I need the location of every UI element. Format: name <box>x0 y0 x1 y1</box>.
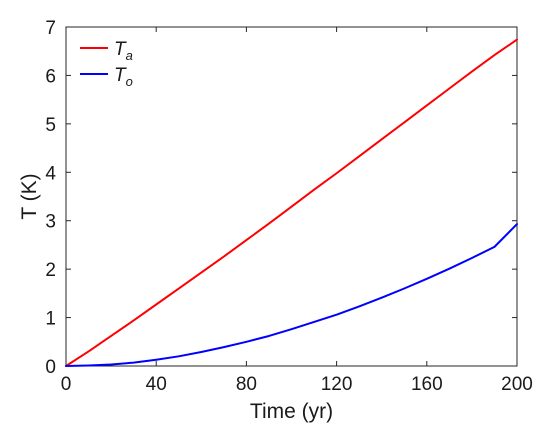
x-axis-label: Time (yr) <box>250 400 333 423</box>
y-tick-label: 1 <box>45 309 56 330</box>
y-tick-label: 5 <box>45 115 56 136</box>
y-tick-label: 0 <box>45 357 56 378</box>
y-tick-label: 4 <box>45 163 56 184</box>
legend-label-to: To <box>114 65 133 89</box>
y-tick-label: 2 <box>45 260 56 281</box>
y-tick-label: 7 <box>45 18 56 39</box>
legend-label-ta: Ta <box>114 39 133 63</box>
y-axis-label: T (K) <box>18 173 41 219</box>
x-tick-label: 0 <box>61 374 72 395</box>
x-tick-label: 40 <box>146 374 167 395</box>
x-tick-label: 80 <box>236 374 257 395</box>
tick-labels: 0 40 80 120 160 200 0 1 2 3 4 5 6 7 <box>45 18 532 395</box>
y-tick-label: 6 <box>45 66 56 87</box>
plot-area <box>65 26 518 367</box>
series-line-ta <box>65 38 518 367</box>
x-tick-label: 200 <box>501 374 533 395</box>
y-tick-label: 3 <box>45 212 56 233</box>
x-tick-label: 160 <box>411 374 443 395</box>
legend: Ta To <box>80 39 133 89</box>
x-tick-label: 120 <box>321 374 353 395</box>
series-line-to <box>65 223 518 367</box>
series-lines <box>65 38 518 367</box>
